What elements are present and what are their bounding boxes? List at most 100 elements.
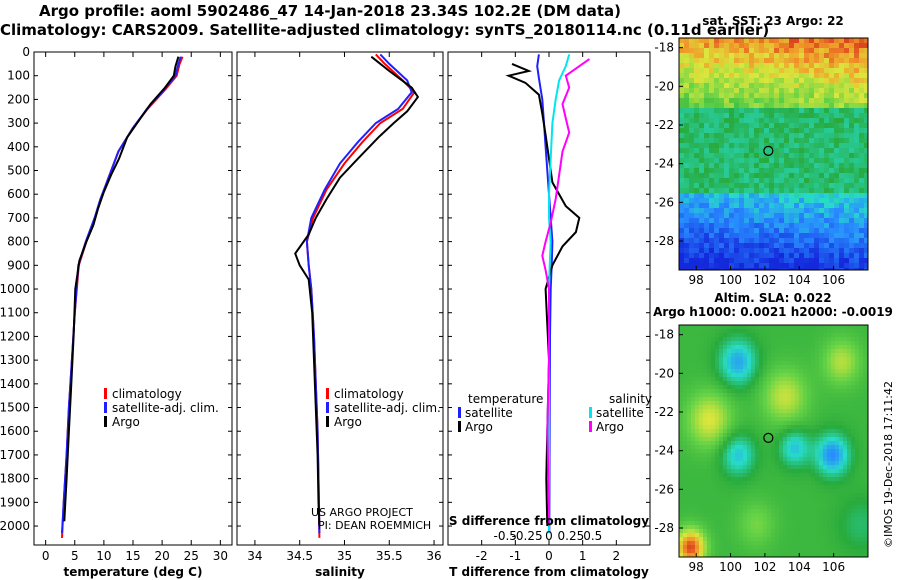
map-cell [794, 228, 799, 233]
map-cell [804, 143, 809, 148]
map-cell [823, 445, 827, 449]
map-cell [747, 489, 751, 493]
map-cell [763, 377, 767, 381]
map-cell [754, 148, 759, 153]
map-cell [854, 43, 859, 48]
map-cell [754, 258, 759, 263]
map-cell [719, 248, 724, 253]
map-cell [849, 163, 854, 168]
map-cell [799, 485, 803, 489]
map-cell [807, 501, 811, 505]
map-cell [844, 203, 849, 208]
map-cell [703, 421, 707, 425]
map-cell [684, 38, 689, 43]
map-cell [714, 213, 719, 218]
map-cell [739, 505, 743, 509]
x-tick-label: 25 [184, 549, 199, 563]
map-cell [771, 537, 775, 541]
map-cell [809, 153, 814, 158]
map-cell [795, 409, 799, 413]
map-cell [787, 389, 791, 393]
map-cell [679, 377, 683, 381]
map-cell [854, 53, 859, 58]
map-cell [711, 493, 715, 497]
map-cell [827, 449, 831, 453]
map-cell [775, 357, 779, 361]
map-cell [689, 188, 694, 193]
map-cell [684, 188, 689, 193]
map-cell [763, 409, 767, 413]
map-cell [704, 53, 709, 58]
map-cell [723, 445, 727, 449]
argo-position-marker [763, 145, 774, 157]
map-cell [703, 525, 707, 529]
map-cell [855, 389, 859, 393]
map-cell [854, 83, 859, 88]
map-cell [723, 329, 727, 333]
map-cell [839, 461, 843, 465]
map-cell [735, 365, 739, 369]
map-cell [849, 68, 854, 73]
map-cell [849, 218, 854, 223]
map-cell [739, 78, 744, 83]
map-cell [839, 68, 844, 73]
map-cell [759, 389, 763, 393]
map-cell [734, 263, 739, 268]
map-cell [755, 349, 759, 353]
map-cell [819, 545, 823, 549]
map-cell [799, 517, 803, 521]
map-cell [739, 425, 743, 429]
map-cell [789, 188, 794, 193]
map-cell [724, 83, 729, 88]
map-cell [749, 258, 754, 263]
map-cell [754, 158, 759, 163]
map-cell [704, 133, 709, 138]
map-cell [719, 238, 724, 243]
map-cell [744, 98, 749, 103]
map-cell [743, 369, 747, 373]
map-cell [739, 377, 743, 381]
map-cell [843, 413, 847, 417]
map-cell [779, 461, 783, 465]
map-cell [751, 521, 755, 525]
map-cell [739, 337, 743, 341]
map-cell [791, 397, 795, 401]
map-cell [855, 517, 859, 521]
series-line [305, 53, 413, 534]
map-cell [827, 409, 831, 413]
map-cell [854, 243, 859, 248]
map-cell [783, 461, 787, 465]
map-cell [859, 83, 864, 88]
map-cell [755, 361, 759, 365]
map-cell [691, 381, 695, 385]
map-cell [835, 493, 839, 497]
map-cell [779, 393, 783, 397]
map-cell [864, 48, 868, 53]
map-cell [779, 83, 784, 88]
map-cell [694, 103, 699, 108]
map-cell [763, 329, 767, 333]
map-cell [775, 477, 779, 481]
map-cell [749, 123, 754, 128]
map-cell [684, 98, 689, 103]
map-cell [839, 409, 843, 413]
map-cell [699, 397, 703, 401]
map-cell [814, 118, 819, 123]
map-cell [819, 188, 824, 193]
map-cell [707, 373, 711, 377]
map-cell [811, 409, 815, 413]
map-cell [811, 417, 815, 421]
map-cell [679, 401, 683, 405]
map-cell [734, 198, 739, 203]
map-cell [795, 325, 799, 329]
map-cell [731, 497, 735, 501]
map-cell [844, 258, 849, 263]
map-cell [747, 421, 751, 425]
map-cell [823, 325, 827, 329]
map-cell [769, 268, 774, 270]
map-cell [783, 497, 787, 501]
map-cell [715, 521, 719, 525]
map-cell [799, 441, 803, 445]
map-cell [775, 465, 779, 469]
map-cell [755, 537, 759, 541]
